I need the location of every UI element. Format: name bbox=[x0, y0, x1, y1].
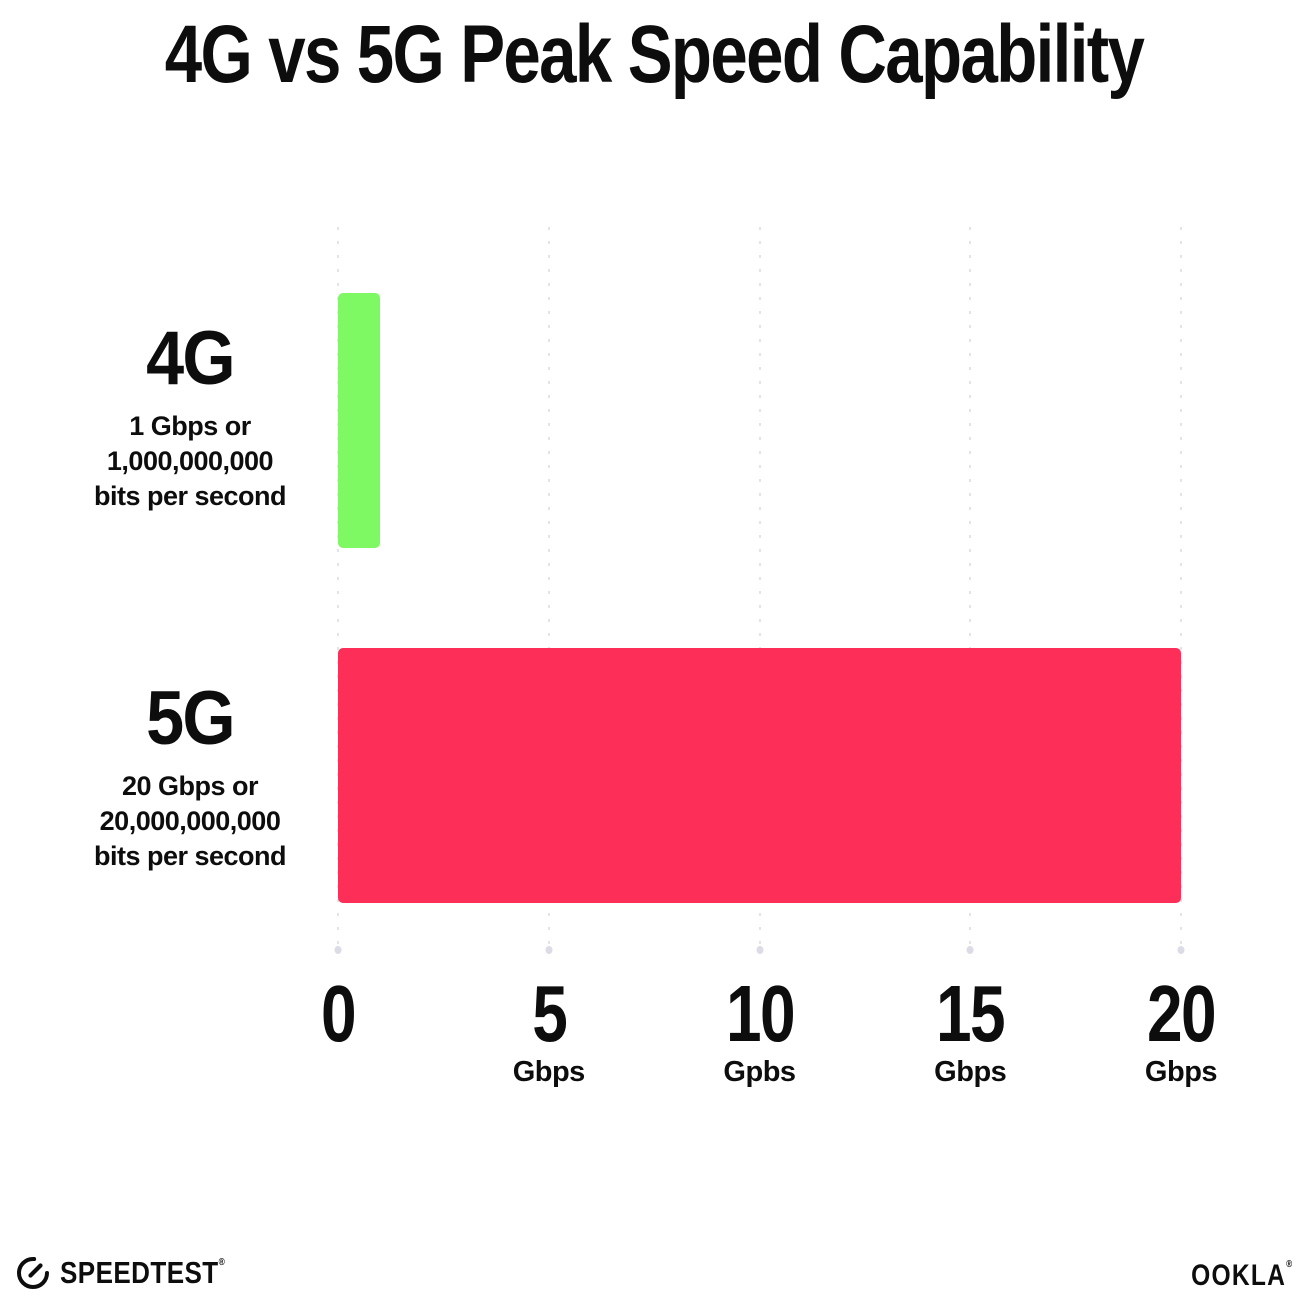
speedtest-logo: SPEEDTEST® bbox=[15, 1255, 256, 1291]
row-sub-line: 20 Gbps or bbox=[121, 771, 259, 801]
x-tick-value: 20 bbox=[1147, 969, 1217, 1058]
row-sublabel-4g: 1 Gbps or 1,000,000,000 bits per second bbox=[30, 409, 350, 514]
plot-area bbox=[337, 227, 1182, 955]
gridline-20 bbox=[1180, 227, 1182, 948]
chart-title: 4G vs 5G Peak Speed Capability bbox=[164, 9, 1145, 100]
row-sub-line: 1 Gbps or bbox=[129, 411, 251, 441]
speedtest-wordmark: SPEEDTEST® bbox=[60, 1255, 225, 1290]
row-title-5g: 5G bbox=[146, 676, 235, 761]
ookla-logo: OOKLA® bbox=[1169, 1259, 1292, 1293]
x-tick-unit: Gbps bbox=[512, 1056, 586, 1088]
x-tick-unit: Gpbs bbox=[723, 1056, 796, 1088]
row-sub-line: bits per second bbox=[93, 841, 287, 871]
row-sub-line: 20,000,000,000 bbox=[99, 806, 281, 836]
x-tick-10: 10 Gpbs bbox=[717, 974, 802, 1089]
x-tick-value: 10 bbox=[725, 969, 796, 1058]
x-tick-value: 0 bbox=[321, 969, 357, 1058]
x-tick-unit: Gbps bbox=[1144, 1056, 1218, 1088]
x-tick-value: 15 bbox=[936, 969, 1006, 1058]
x-tick-15: 15 Gbps bbox=[928, 974, 1013, 1089]
row-sublabel-5g: 20 Gbps or 20,000,000,000 bits per secon… bbox=[30, 769, 350, 874]
row-title-4g: 4G bbox=[146, 316, 235, 401]
row-sub-line: bits per second bbox=[93, 481, 287, 511]
bar-4g bbox=[338, 293, 381, 548]
x-tick-unit: Gbps bbox=[934, 1056, 1007, 1088]
x-tick-5: 5 Gbps bbox=[512, 969, 586, 1089]
gridline-5 bbox=[547, 227, 550, 948]
row-sub-line: 1,000,000,000 bbox=[106, 446, 274, 476]
bar-5g bbox=[338, 648, 1181, 903]
gridline-10 bbox=[758, 227, 761, 948]
gridline-0 bbox=[337, 227, 339, 948]
trademark-symbol: ® bbox=[1285, 1259, 1292, 1270]
x-tick-20: 20 Gbps bbox=[1139, 974, 1224, 1089]
x-tick-value: 5 bbox=[531, 969, 568, 1058]
row-label-4g: 4G 1 Gbps or 1,000,000,000 bits per seco… bbox=[30, 321, 350, 514]
row-label-5g: 5G 20 Gbps or 20,000,000,000 bits per se… bbox=[30, 681, 350, 874]
gridline-15 bbox=[969, 227, 972, 948]
x-axis: 0 5 Gbps 10 Gpbs 15 Gbps 20 Gbps bbox=[321, 969, 1218, 1104]
ookla-wordmark: OOKLA® bbox=[1190, 1259, 1292, 1292]
footer: SPEEDTEST® OOKLA® bbox=[0, 1252, 1308, 1300]
x-tick-0: 0 bbox=[317, 974, 360, 1056]
trademark-symbol: ® bbox=[218, 1257, 225, 1268]
speedometer-gauge-icon bbox=[17, 1257, 49, 1289]
